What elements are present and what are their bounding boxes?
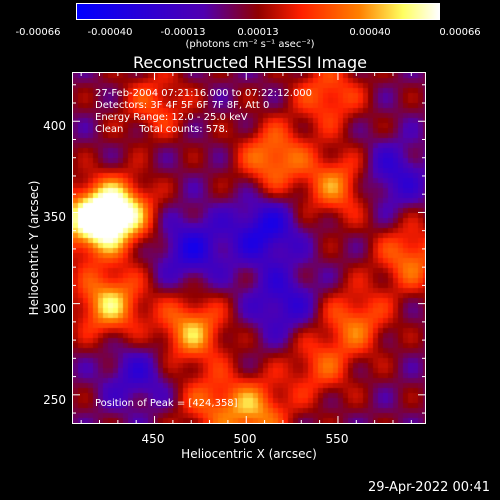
plot-title: Reconstructed RHESSI Image xyxy=(133,53,367,72)
time-range-text: 27-Feb-2004 07:21:16.000 to 07:22:12.000 xyxy=(95,88,313,99)
colorbar-units: (photons cm⁻² s⁻¹ asec⁻²) xyxy=(185,39,315,50)
colorbar-tick-label: -0.00066 xyxy=(15,27,61,38)
x-tick-label: 500 xyxy=(233,432,257,446)
plot-area xyxy=(72,72,426,424)
colorbar-tick-label: -0.00040 xyxy=(87,27,133,38)
colorbar-tick-label: 0.00013 xyxy=(237,27,279,38)
clean-counts-text: Clean Total counts: 578. xyxy=(95,124,229,135)
y-tick-label: 300 xyxy=(43,302,66,316)
y-axis-label: Heliocentric Y (arcsec) xyxy=(27,180,41,316)
detectors-text: Detectors: 3F 4F 5F 6F 7F 8F, Att 0 xyxy=(95,100,270,111)
timestamp: 29-Apr-2022 00:41 xyxy=(368,480,490,495)
colorbar-tick-label: 0.00066 xyxy=(439,27,481,38)
peak-position-text: Position of Peak = [424,358] xyxy=(95,398,238,409)
heatmap-image xyxy=(73,73,425,423)
x-axis-label: Heliocentric X (arcsec) xyxy=(181,447,317,461)
colorbar-gradient xyxy=(77,4,439,19)
y-tick-label: 250 xyxy=(43,393,66,407)
energy-range-text: Energy Range: 12.0 - 25.0 keV xyxy=(95,112,248,123)
colorbar-tick-label: -0.00013 xyxy=(160,27,206,38)
x-tick-label: 450 xyxy=(141,432,165,446)
colorbar-tick-label: 0.00040 xyxy=(349,27,391,38)
colorbar xyxy=(76,3,440,20)
y-tick-label: 350 xyxy=(43,210,66,224)
x-tick-label: 550 xyxy=(325,432,349,446)
y-tick-label: 400 xyxy=(43,119,66,133)
